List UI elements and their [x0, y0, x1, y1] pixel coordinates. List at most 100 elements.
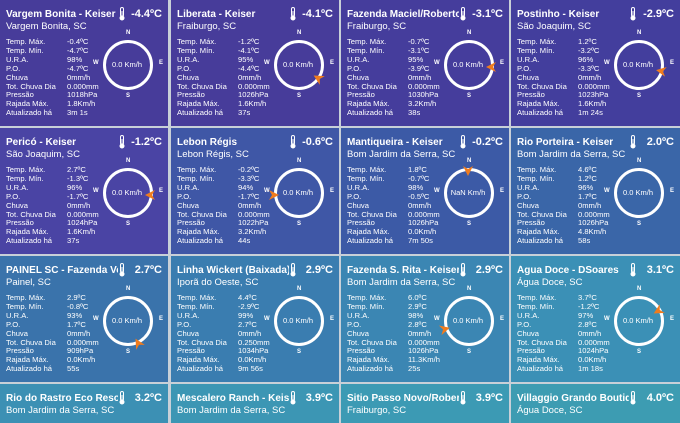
- station-name[interactable]: Mescalero Ranch - Keiser: [177, 393, 289, 404]
- reading-row: Temp. Máx. -0.7ºC: [347, 37, 440, 47]
- station-card[interactable]: Villaggio Grando BoutiqueÁgua Doce, SC 4.…: [511, 384, 680, 423]
- wind-speed: 0.0 Km/h: [111, 60, 142, 69]
- reading-label: Temp. Máx.: [347, 37, 387, 46]
- reading-value: 9m 56s: [238, 364, 263, 374]
- wind-compass-icon: N S W E NaN Km/h: [434, 158, 506, 230]
- reading-value: 1023hPa: [578, 90, 609, 100]
- station-readings: Temp. Máx. 1.2ºC Temp. Mín. -3.2ºC U.R.A. 96%…: [517, 37, 610, 118]
- reading-label: Chuva: [347, 72, 369, 82]
- station-name[interactable]: Água Doce - DSoares: [517, 265, 619, 276]
- station-name[interactable]: PAINEL SC - Fazenda Velha: [6, 265, 118, 276]
- compass-dir-s: S: [126, 349, 131, 355]
- reading-row: Rajada Máx. 0.0Km/h: [517, 355, 610, 365]
- station-card[interactable]: Linha Wickert (Baixada) - Iporã do Oeste,…: [171, 256, 339, 382]
- reading-label: Tot. Chuva Dia: [177, 81, 227, 91]
- station-name[interactable]: Fazenda S. Rita - Keiser: [347, 265, 459, 276]
- station-card[interactable]: Rio Porteira - Keiser Bom Jardim da Serra…: [511, 128, 680, 254]
- station-card[interactable]: PAINEL SC - Fazenda VelhaPainel, SC 2.7ºC…: [0, 256, 168, 382]
- reading-value: 1030hPa: [408, 90, 439, 100]
- station-name[interactable]: Mantiqueira - Keiser: [347, 137, 443, 148]
- station-name[interactable]: Pericó - Keiser: [6, 137, 77, 148]
- reading-label: Temp. Máx.: [517, 293, 557, 302]
- reading-label: Pressão: [517, 90, 545, 100]
- station-card[interactable]: Lebon Régis Lebon Régis, SC -0.6ºC Temp. Má…: [171, 128, 339, 254]
- current-temperature: -1.2ºC: [131, 136, 162, 148]
- station-name[interactable]: Sitio Passo Novo/Roberto: [347, 393, 459, 404]
- station-card[interactable]: Vargem Bonita - Keiser Vargem Bonita, SC -…: [0, 0, 168, 126]
- compass-dir-e: E: [670, 316, 675, 322]
- station-readings: Temp. Máx. 4.6ºC Temp. Mín. 1.2ºC U.R.A. 96% P…: [517, 165, 610, 246]
- reading-row: Tot. Chuva Dia 0.250mm: [177, 338, 270, 348]
- reading-value: -3.3ºC: [578, 63, 600, 73]
- reading-row: P.O. 2.8ºC: [517, 320, 610, 330]
- station-name[interactable]: Fazenda Maciel/Roberto: [347, 9, 459, 20]
- wind-compass-icon: N S W E 0.0 Km/h: [264, 286, 336, 358]
- thermometer-icon: [629, 135, 637, 149]
- station-name[interactable]: Rio Porteira - Keiser: [517, 137, 614, 148]
- reading-value: 1.2ºC: [578, 37, 597, 46]
- reading-row: U.R.A. 94%: [177, 183, 270, 193]
- station-card[interactable]: Rio do Rastro Eco Resort Bom Jardim da Se…: [0, 384, 168, 423]
- reading-label: Atualizado há: [6, 108, 53, 118]
- reading-row: Chuva 0mm/h: [6, 201, 99, 211]
- reading-label: Temp. Mín.: [517, 301, 555, 311]
- reading-value: 98%: [67, 54, 83, 64]
- station-name[interactable]: Villaggio Grando Boutique: [517, 393, 629, 404]
- station-name[interactable]: Lebon Régis: [177, 137, 238, 148]
- reading-value: -4.1ºC: [238, 45, 260, 55]
- reading-row: Pressão 1026hPa: [517, 219, 610, 228]
- station-card[interactable]: Mescalero Ranch - Keiser Bom Jardim da Se…: [171, 384, 339, 423]
- reading-label: Temp. Mín.: [347, 173, 385, 183]
- thermometer-icon: [459, 7, 467, 21]
- station-name[interactable]: Postinho - Keiser: [517, 9, 600, 20]
- station-card[interactable]: Pericó - Keiser São Joaquim, SC -1.2ºC Temp…: [0, 128, 168, 254]
- reading-value: -3.3ºC: [238, 173, 260, 183]
- reading-row: Atualizado há 38s: [347, 108, 440, 118]
- station-card[interactable]: Fazenda Maciel/Roberto Fraiburgo, SC -3.1º…: [341, 0, 509, 126]
- reading-value: 0mm/h: [238, 328, 262, 338]
- reading-row: Temp. Mín. -4.7ºC: [6, 45, 99, 56]
- reading-label: Temp. Máx.: [347, 293, 387, 302]
- station-card[interactable]: Água Doce - DSoares Água Doce, SC 3.1ºC Tem…: [511, 256, 680, 382]
- reading-label: Atualizado há: [177, 236, 224, 246]
- reading-value: 96%: [67, 182, 83, 192]
- reading-value: 0.000mm: [67, 81, 99, 91]
- compass-dir-n: N: [637, 30, 642, 36]
- reading-row: P.O. -1.7ºC: [177, 192, 270, 202]
- reading-row: Atualizado há 7m 50s: [347, 236, 440, 246]
- station-name[interactable]: Liberata - Keiser: [177, 9, 256, 20]
- station-card[interactable]: Liberata - Keiser Fraiburgo, SC -4.1ºC Temp…: [171, 0, 339, 126]
- reading-row: Tot. Chuva Dia 0.000mm: [517, 338, 610, 348]
- reading-row: Temp. Máx. 4.4ºC: [177, 293, 270, 303]
- reading-label: Tot. Chuva Dia: [347, 337, 397, 347]
- station-card[interactable]: Sitio Passo Novo/Roberto Fraiburgo, SC 3.9…: [341, 384, 509, 423]
- wind-speed: 0.0 Km/h: [622, 188, 653, 197]
- reading-row: Temp. Máx. 2.9ºC: [6, 293, 99, 303]
- reading-row: P.O. 1.7ºC: [6, 320, 99, 330]
- reading-row: U.R.A. 98%: [347, 311, 440, 321]
- station-card[interactable]: Mantiqueira - Keiser Bom Jardim da Serra,…: [341, 128, 509, 254]
- reading-value: 38s: [408, 108, 421, 118]
- reading-label: Temp. Mín.: [6, 45, 44, 55]
- current-temperature: 3.1ºC: [646, 264, 674, 276]
- wind-speed: 0.0 Km/h: [111, 316, 142, 325]
- reading-label: Rajada Máx.: [177, 355, 220, 365]
- reading-value: 1022hPa: [238, 218, 269, 228]
- reading-value: -3.2ºC: [578, 45, 600, 55]
- station-name[interactable]: Vargem Bonita - Keiser: [6, 9, 116, 20]
- station-card[interactable]: Fazenda S. Rita - Keiser Bom Jardim da Se…: [341, 256, 509, 382]
- reading-value: 1026hPa: [578, 218, 609, 228]
- station-city: Lebon Régis, SC: [177, 149, 249, 160]
- reading-row: Temp. Mín. 2.9ºC: [347, 302, 440, 312]
- reading-value: 0.000mm: [408, 209, 440, 219]
- thermometer-icon: [459, 391, 467, 405]
- reading-row: Temp. Mín. -1.2ºC: [517, 301, 610, 312]
- station-card[interactable]: Postinho - Keiser São Joaquim, SC -2.9ºC Te…: [511, 0, 680, 126]
- compass-dir-n: N: [637, 158, 642, 164]
- reading-label: Temp. Máx.: [177, 165, 217, 174]
- compass-dir-w: W: [93, 188, 99, 194]
- station-name[interactable]: Rio do Rastro Eco Resort: [6, 393, 118, 404]
- reading-row: Tot. Chuva Dia 0.000mm: [177, 210, 270, 220]
- station-name[interactable]: Linha Wickert (Baixada) -: [177, 265, 289, 276]
